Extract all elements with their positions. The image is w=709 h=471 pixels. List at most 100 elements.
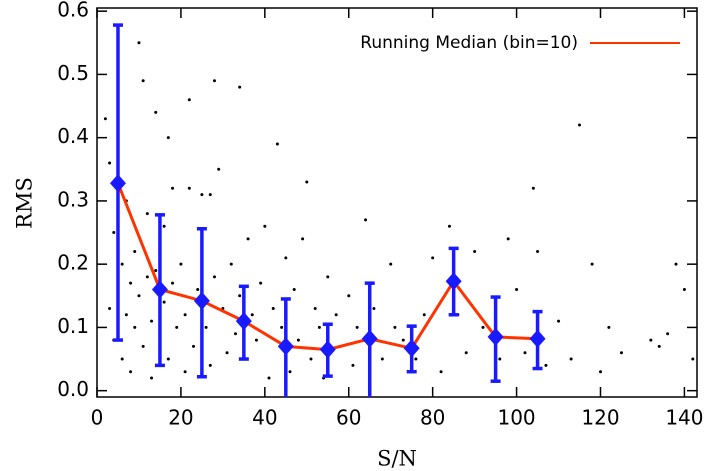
scatter-point [598,370,602,374]
scatter-point [200,193,204,197]
y-tick-label: 0.1 [57,314,89,338]
scatter-point [154,110,158,114]
scatter-point [682,287,686,291]
scatter-point [192,344,196,348]
scatter-point [355,325,359,329]
scatter-point [389,262,393,266]
y-tick-label: 0.3 [57,187,89,211]
scatter-point [578,123,582,127]
scatter-point [590,262,594,266]
scatter-point [233,332,237,336]
scatter-point [129,370,133,374]
scatter-point [103,117,107,121]
median-marker [151,280,168,299]
x-tick-label: 120 [581,406,619,430]
median-marker [277,337,294,356]
x-tick-label: 20 [168,406,193,430]
scatter-point [536,250,540,254]
scatter-point [481,325,485,329]
scatter-point [120,357,124,361]
scatter-point [137,294,141,298]
scatter-point [112,231,116,235]
x-axis-label: S/N [377,447,417,471]
scatter-point [334,313,338,317]
scatter-point [171,281,175,285]
scatter-point [309,357,313,361]
scatter-point [305,180,309,184]
scatter-point [523,351,527,355]
median-marker [487,327,504,346]
median-marker [109,174,126,193]
scatter-point [162,300,166,304]
scatter-point [464,351,468,355]
scatter-point [674,262,678,266]
scatter-point [347,294,351,298]
scatter-point [531,186,535,190]
scatter-point [569,357,573,361]
scatter-point [401,338,405,342]
scatter-point [544,363,548,367]
median-marker [319,340,336,359]
y-tick-label: 0.4 [57,124,89,148]
scatter-point [108,306,112,310]
scatter-point [166,357,170,361]
legend-label: Running Median (bin=10) [360,33,578,53]
scatter-point [225,351,229,355]
plot-frame [96,7,698,398]
scatter-point [246,237,250,241]
scatter-point [619,351,623,355]
scatter-point [145,275,149,279]
scatter-point [498,357,502,361]
y-axis-label: RMS [13,177,37,229]
x-tick-label: 80 [420,406,445,430]
scatter-point [187,186,191,190]
scatter-point [447,224,451,228]
scatter-point [557,319,561,323]
scatter-point [196,287,200,291]
scatter-point [259,281,263,285]
scatter-point [145,212,149,216]
scatter-point [275,142,279,146]
scatter-point [133,325,137,329]
scatter-point [515,287,519,291]
scatter-point [280,325,284,329]
y-tick-label: 0.2 [57,251,89,275]
scatter-point [154,268,158,272]
median-marker [193,291,210,310]
scatter-point [229,262,233,266]
scatter-point [364,218,368,222]
scatter-point [439,370,443,374]
x-tick-label: 0 [91,406,104,430]
scatter-point [141,79,145,83]
y-tick-label: 0.6 [57,0,89,22]
scatter-point [179,262,183,266]
scatter-point [473,250,477,254]
scatter-point [217,167,221,171]
scatter-point [208,193,212,197]
scatter-point [162,224,166,228]
scatter-point [129,281,133,285]
scatter-point [607,325,611,329]
scatter-point [326,275,330,279]
scatter-point [108,161,112,165]
scatter-point [250,313,254,317]
scatter-point [288,370,292,374]
y-tick-label: 0.0 [57,377,89,401]
scatter-point [171,186,175,190]
x-tick-label: 100 [497,406,535,430]
scatter-point [212,275,216,279]
scatter-point [183,370,187,374]
scatter-point [133,250,137,254]
scatter-point [301,237,305,241]
scatter-point [263,224,267,228]
scatter-point [137,41,141,45]
scatter-point [183,313,187,317]
scatter-point [292,287,296,291]
y-tick-label: 0.5 [57,61,89,85]
scatter-point [150,376,154,380]
scatter-point [204,325,208,329]
median-marker [529,329,546,348]
scatter-point [296,338,300,342]
median-marker [235,312,252,331]
